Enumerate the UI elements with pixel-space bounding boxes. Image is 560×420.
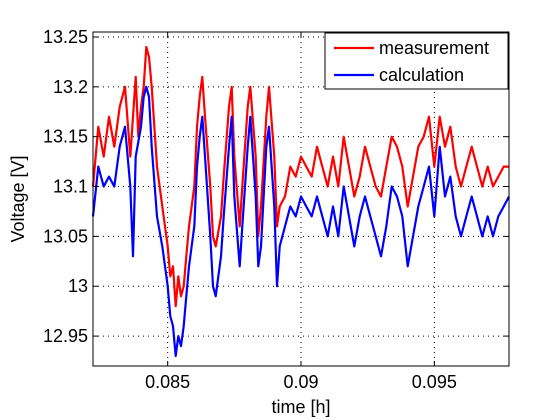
- y-tick-label: 13: [68, 276, 88, 296]
- y-tick-label: 13.05: [43, 226, 88, 246]
- x-axis-title: time [h]: [271, 397, 330, 417]
- y-tick-label: 13.25: [43, 27, 88, 47]
- y-tick-label: 12.95: [43, 326, 88, 346]
- x-tick-label: 0.09: [283, 372, 318, 392]
- y-tick-label: 13.1: [53, 177, 88, 197]
- y-axis-title: Voltage [V]: [8, 155, 28, 242]
- legend: measurement calculation: [324, 32, 509, 90]
- legend-box: [324, 32, 509, 90]
- x-tick-label: 0.085: [145, 372, 190, 392]
- x-tick-label: 0.095: [412, 372, 457, 392]
- y-tick-label: 13.2: [53, 77, 88, 97]
- series-lines: [91, 45, 510, 358]
- legend-label-calculation: calculation: [379, 65, 464, 85]
- series-line-measurement: [91, 45, 509, 308]
- y-tick-labels: 12.95 13 13.05 13.1 13.15 13.2 13.25: [43, 27, 88, 346]
- legend-label-measurement: measurement: [379, 38, 489, 58]
- x-tick-labels: 0.085 0.09 0.095: [145, 372, 457, 392]
- series-line-calculation: [91, 85, 510, 358]
- y-tick-label: 13.15: [43, 127, 88, 147]
